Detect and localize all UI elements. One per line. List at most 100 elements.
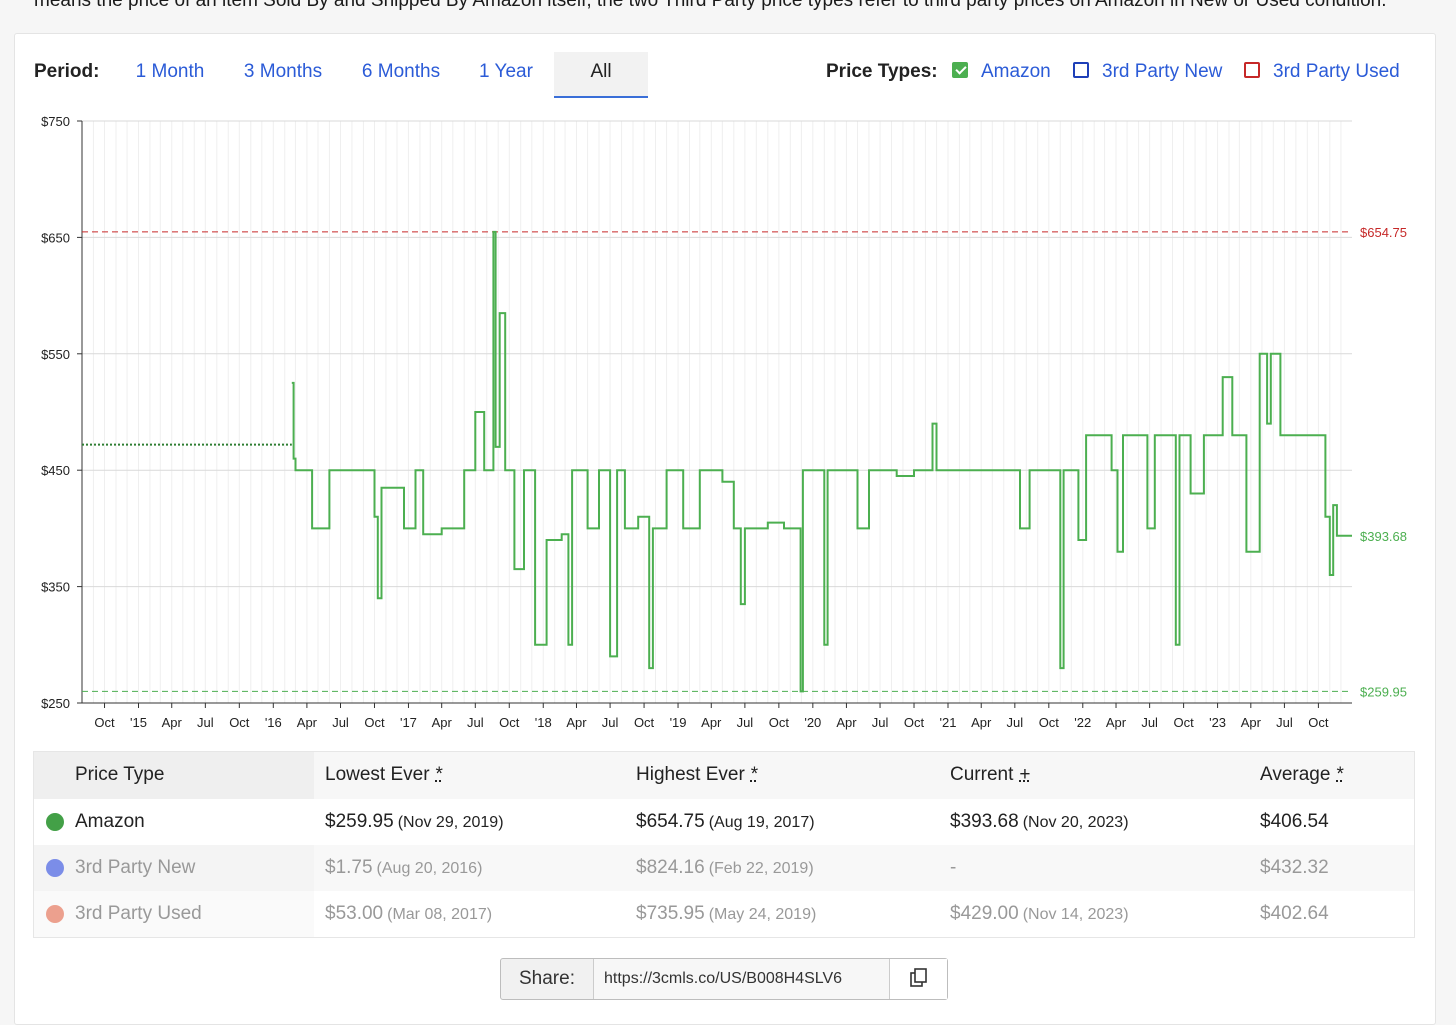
tab-1-month[interactable]: 1 Month — [124, 52, 216, 96]
x-tick-label: Jul — [1141, 715, 1158, 730]
info-mark[interactable]: * — [436, 764, 443, 785]
price-type-label: Amazon — [981, 60, 1051, 84]
price-type-label: 3rd Party Used — [1273, 60, 1400, 84]
row-price-type: Amazon — [75, 799, 145, 845]
price-summary-table: Price Type Lowest Ever * Highest Ever * Cu… — [33, 751, 1415, 938]
lowest-cell: $1.75 (Aug 20, 2016) — [325, 845, 482, 891]
share-box: Share: https://3cmls.co/US/B008H4SLV6 — [500, 958, 948, 1000]
x-tick-label: Oct — [229, 715, 250, 730]
tab-1-year[interactable]: 1 Year — [470, 52, 542, 96]
table-header-row: Price Type Lowest Ever * Highest Ever * Cu… — [34, 752, 1414, 799]
x-tick-label: '23 — [1209, 715, 1226, 730]
tab-all[interactable]: All — [554, 52, 648, 98]
x-tick-label: Oct — [634, 715, 655, 730]
table-row: 3rd Party New $1.75 (Aug 20, 2016) $824.1… — [34, 845, 1414, 891]
x-tick-label: Apr — [432, 715, 453, 730]
x-tick-label: '19 — [670, 715, 687, 730]
row-price-type: 3rd Party New — [75, 845, 195, 891]
tab-3-months[interactable]: 3 Months — [232, 52, 334, 96]
current-cell: - — [950, 845, 956, 891]
x-tick-label: '15 — [130, 715, 147, 730]
x-tick-label: '22 — [1074, 715, 1091, 730]
y-tick-label: $450 — [41, 463, 70, 478]
x-tick-label: Apr — [162, 715, 183, 730]
intro-text: means the price of an item Sold By and S… — [34, 0, 1434, 16]
current-cell: $393.68 (Nov 20, 2023) — [950, 799, 1129, 845]
header-current: Current + — [950, 752, 1030, 798]
price-type-3rd-party-used[interactable]: 3rd Party Used — [1244, 60, 1404, 84]
current-cell: $429.00 (Nov 14, 2023) — [950, 891, 1129, 937]
reference-label: $259.95 — [1360, 684, 1407, 699]
copy-icon — [890, 959, 947, 999]
info-mark[interactable]: + — [1019, 764, 1030, 785]
row-price-type: 3rd Party Used — [75, 891, 202, 937]
x-tick-label: Oct — [1308, 715, 1329, 730]
info-mark[interactable]: * — [1336, 764, 1343, 785]
checkbox-checked-icon[interactable] — [952, 62, 968, 78]
y-tick-label: $550 — [41, 347, 70, 362]
x-tick-label: Oct — [499, 715, 520, 730]
highest-cell: $735.95 (May 24, 2019) — [636, 891, 816, 937]
checkbox-unchecked-icon[interactable] — [1244, 62, 1260, 78]
price-type-3rd-party-new[interactable]: 3rd Party New — [1073, 60, 1233, 84]
x-tick-label: Jul — [602, 715, 619, 730]
highest-cell: $824.16 (Feb 22, 2019) — [636, 845, 814, 891]
average-cell: $432.32 — [1260, 845, 1329, 891]
x-tick-label: Oct — [904, 715, 925, 730]
tab-6-months[interactable]: 6 Months — [350, 52, 452, 96]
3rd-party-used-dot-icon — [46, 905, 64, 923]
price-type-label: 3rd Party New — [1102, 60, 1222, 84]
checkbox-unchecked-icon[interactable] — [1073, 62, 1089, 78]
price-type-amazon[interactable]: Amazon — [952, 60, 1062, 84]
lowest-cell: $259.95 (Nov 29, 2019) — [325, 799, 504, 845]
share-url-field[interactable]: https://3cmls.co/US/B008H4SLV6 — [593, 959, 890, 999]
highest-cell: $654.75 (Aug 19, 2017) — [636, 799, 815, 845]
reference-label: $393.68 — [1360, 529, 1407, 544]
x-tick-label: Jul — [1276, 715, 1293, 730]
header-highest-ever: Highest Ever * — [636, 752, 758, 798]
x-tick-label: '18 — [535, 715, 552, 730]
copy-button[interactable] — [890, 959, 947, 999]
x-tick-label: Jul — [332, 715, 349, 730]
y-tick-label: $650 — [41, 230, 70, 245]
x-tick-label: Oct — [364, 715, 385, 730]
x-tick-label: Jul — [1007, 715, 1024, 730]
y-tick-label: $350 — [41, 580, 70, 595]
x-tick-label: '21 — [940, 715, 957, 730]
x-tick-label: Apr — [1106, 715, 1127, 730]
share-label: Share: — [501, 959, 593, 999]
x-tick-label: Jul — [197, 715, 214, 730]
x-tick-label: Apr — [1241, 715, 1262, 730]
x-tick-label: Oct — [1173, 715, 1194, 730]
table-row: 3rd Party Used $53.00 (Mar 08, 2017) $735… — [34, 891, 1414, 937]
x-tick-label: Oct — [769, 715, 790, 730]
amazon-dot-icon — [46, 813, 64, 831]
x-tick-label: Apr — [971, 715, 992, 730]
x-tick-label: '17 — [400, 715, 417, 730]
header-average: Average * — [1260, 752, 1344, 798]
info-mark[interactable]: * — [751, 764, 758, 785]
reference-label: $654.75 — [1360, 225, 1407, 240]
x-tick-label: Apr — [701, 715, 722, 730]
average-cell: $406.54 — [1260, 799, 1329, 845]
3rd-party-new-dot-icon — [46, 859, 64, 877]
x-tick-label: Apr — [836, 715, 857, 730]
average-cell: $402.64 — [1260, 891, 1329, 937]
period-label: Period: — [34, 60, 99, 84]
x-tick-label: Oct — [1039, 715, 1060, 730]
x-tick-label: Oct — [94, 715, 115, 730]
header-lowest-ever: Lowest Ever * — [325, 752, 443, 798]
x-tick-label: Apr — [297, 715, 318, 730]
x-tick-label: Apr — [566, 715, 587, 730]
table-row: Amazon $259.95 (Nov 29, 2019) $654.75 (Aug… — [34, 799, 1414, 845]
x-tick-label: '20 — [804, 715, 821, 730]
x-tick-label: Jul — [872, 715, 889, 730]
price-types-label: Price Types: — [826, 60, 938, 84]
x-tick-label: Jul — [737, 715, 754, 730]
lowest-cell: $53.00 (Mar 08, 2017) — [325, 891, 492, 937]
x-tick-label: '16 — [265, 715, 282, 730]
y-tick-label: $750 — [41, 114, 70, 129]
price-history-chart[interactable]: $750 $650 $550 $450 $350 $250 Oct '15 Apr Jul Oct '… — [0, 105, 1456, 745]
x-tick-label: Jul — [467, 715, 484, 730]
y-tick-label: $250 — [41, 696, 70, 711]
